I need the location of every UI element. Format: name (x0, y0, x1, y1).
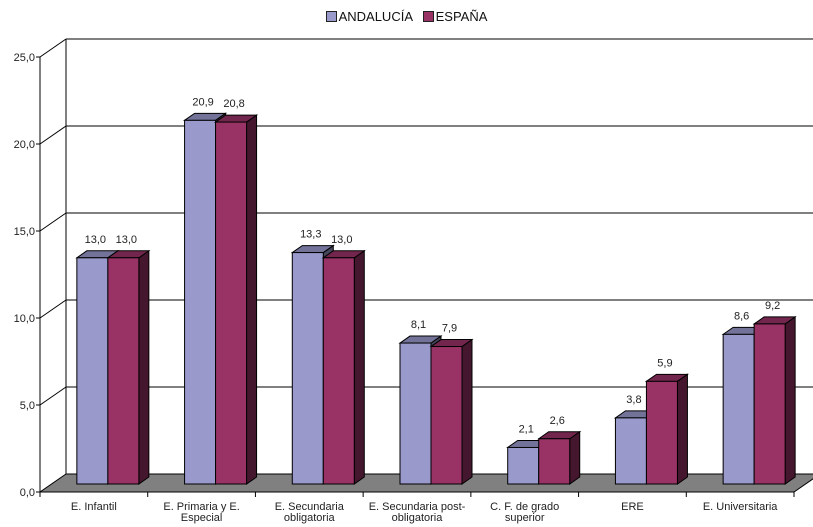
bar (215, 121, 248, 485)
gridline-side (39, 212, 67, 232)
x-tick-label: C. F. de grado (490, 501, 559, 513)
x-tick-label: E. Primaria y E. (163, 501, 239, 513)
bar (76, 257, 109, 485)
legend-label-andalucia: ANDALUCÍA (338, 9, 413, 24)
data-label: 7,9 (442, 323, 457, 335)
legend-label-espana: ESPAÑA (435, 9, 488, 24)
gridline-side (39, 125, 67, 145)
bar (722, 333, 755, 485)
data-label: 9,2 (765, 300, 780, 312)
y-tick-label: 0,0 (20, 487, 35, 499)
bar-side (461, 338, 473, 485)
y-tick-label: 5,0 (20, 400, 35, 412)
y-tick-label: 25,0 (14, 52, 35, 64)
bar (507, 446, 540, 485)
bar (645, 380, 678, 485)
bar (614, 417, 647, 485)
data-label: 13,0 (116, 234, 137, 246)
data-label: 5,9 (657, 357, 672, 369)
data-label: 8,1 (411, 319, 426, 331)
bar-side (784, 315, 796, 485)
bar-side (353, 249, 365, 485)
x-tick-label: E. Secundaria (275, 501, 345, 513)
bar-side (676, 373, 688, 485)
x-tick-label: ERE (621, 501, 644, 513)
x-tick-label: E. Infantil (71, 501, 117, 513)
y-tick-label: 20,0 (14, 139, 35, 151)
bar (291, 252, 324, 485)
bar (538, 438, 571, 485)
bar (322, 257, 355, 485)
bar (753, 323, 786, 485)
bar-side (138, 249, 150, 485)
legend-swatch-andalucia (325, 11, 337, 22)
gridline-side (39, 386, 67, 406)
legend-item-espana: ESPAÑA (422, 9, 488, 24)
data-label: 3,8 (626, 394, 641, 406)
x-tick-label: Especial (181, 512, 223, 524)
x-tick-label: E. Secundaria post- (369, 501, 466, 513)
bar-side (246, 114, 258, 485)
y-tick-label: 15,0 (14, 226, 35, 238)
x-tick-label: obligatoria (392, 512, 444, 524)
gridline-side (39, 38, 67, 58)
data-label: 20,9 (192, 96, 213, 108)
y-tick-label: 10,0 (14, 313, 35, 325)
data-label: 13,3 (300, 229, 321, 241)
bar (399, 342, 432, 485)
bar (430, 346, 463, 485)
data-label: 8,6 (734, 310, 749, 322)
x-tick-label: E. Universitaria (703, 501, 778, 513)
data-label: 2,1 (519, 423, 534, 435)
data-label: 13,0 (85, 234, 106, 246)
data-label: 13,0 (331, 234, 352, 246)
bar-side (569, 430, 581, 485)
x-tick-label: superior (505, 512, 545, 524)
gridline-side (39, 299, 67, 319)
legend: ANDALUCÍA ESPAÑA (0, 9, 813, 25)
legend-item-andalucia: ANDALUCÍA (325, 9, 413, 24)
bar (107, 257, 140, 485)
data-label: 20,8 (223, 98, 244, 110)
data-label: 2,6 (550, 415, 565, 427)
x-tick-label: obligatoria (284, 512, 336, 524)
legend-swatch-espana (422, 11, 434, 22)
bar (184, 119, 217, 485)
